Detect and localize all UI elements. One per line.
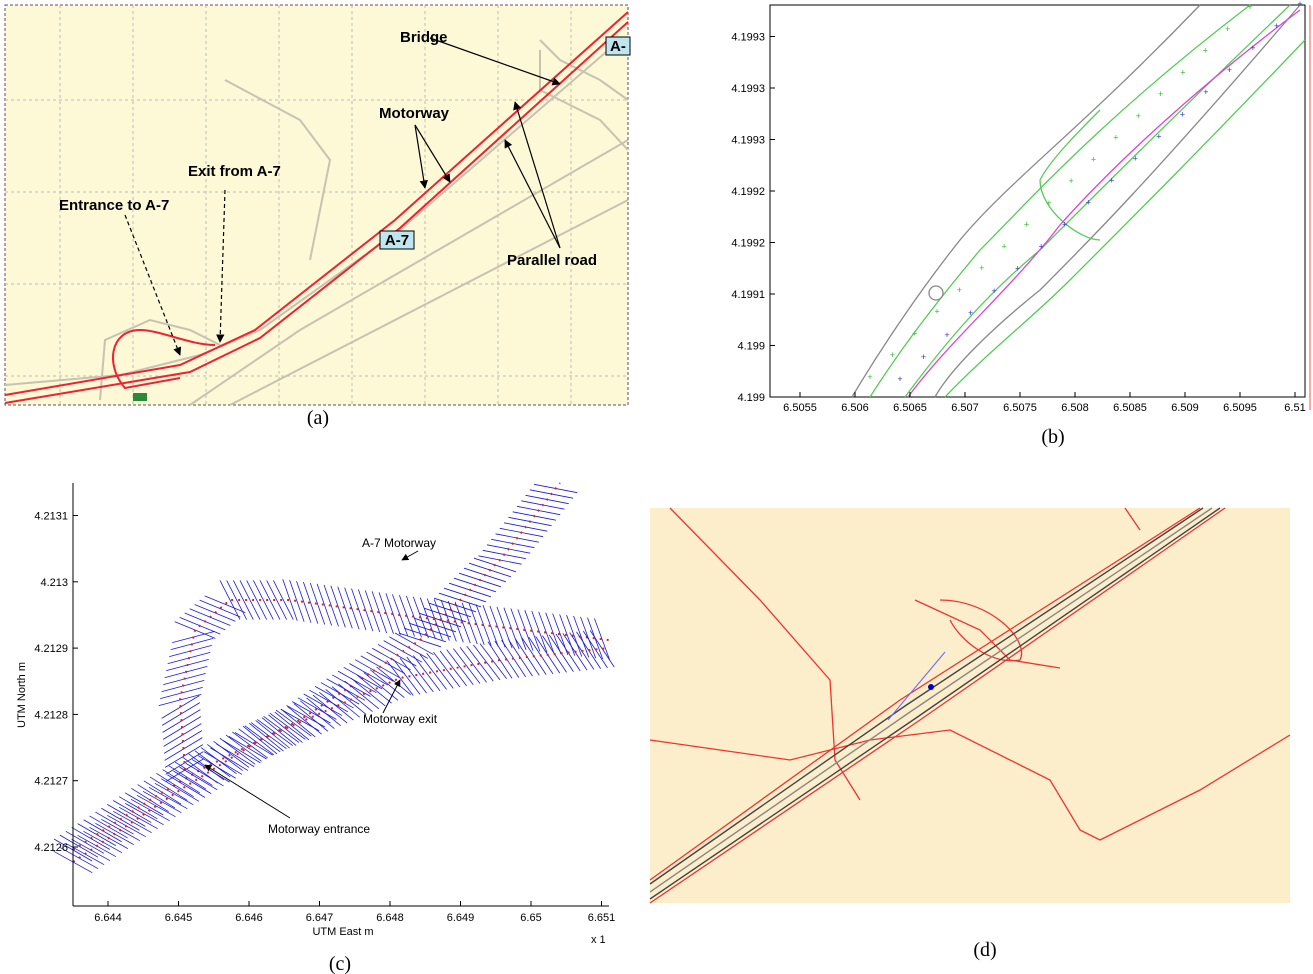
marker: + [1024, 220, 1029, 230]
marker: + [1203, 87, 1208, 97]
caption: (d) [973, 939, 996, 961]
x-tick-label: 6.5085 [1113, 402, 1147, 414]
marker: + [1203, 46, 1208, 56]
annotation: Entrance to A-7 [59, 197, 169, 214]
marker: + [1250, 43, 1255, 53]
marker: + [944, 330, 949, 340]
marker: + [1113, 133, 1118, 143]
marker: + [1274, 21, 1279, 31]
y-tick-label: 4.1992 [731, 238, 765, 250]
x-tick-label: 6.5055 [783, 402, 817, 414]
road-label: A- [610, 38, 626, 55]
plot-area [770, 5, 1305, 397]
x-tick-label: 6.509 [1171, 402, 1199, 414]
marker: + [1156, 131, 1161, 141]
x-tick-label: 6.648 [376, 912, 404, 924]
marker: + [1069, 176, 1074, 186]
marker: + [1109, 175, 1114, 185]
marker: + [1086, 198, 1091, 208]
annotation: Exit from A-7 [188, 163, 281, 180]
panel-b: + + + + + + + + + + + + + + + + + + + + + + + + + + + + + + + + + + + + 6.5… [731, 0, 1310, 448]
y-tick-label: 4.2127 [34, 776, 68, 788]
marker: + [890, 350, 895, 360]
marker: + [968, 308, 973, 318]
marker: + [1046, 198, 1051, 208]
marker: + [934, 307, 939, 317]
caption: (c) [329, 953, 351, 974]
marker: + [1015, 264, 1020, 274]
x-tick-label: 6.644 [94, 912, 122, 924]
x-tick-label: 6.5065 [893, 402, 927, 414]
marker: + [979, 263, 984, 273]
y-tick-label: 4.213 [40, 577, 68, 589]
y-tick-label: 4.1991 [731, 289, 765, 301]
annotation: Parallel road [507, 252, 597, 269]
panel-c: 6.644 6.645 6.646 6.647 6.648 6.649 6.65 6.651 4… [16, 483, 615, 974]
axis-multiplier: x 1 [591, 934, 606, 946]
caption: (b) [1041, 426, 1064, 448]
annotation: Motorway [379, 105, 450, 122]
road-label: A-7 [385, 232, 409, 249]
map-icon [133, 393, 147, 401]
y-axis-label: UTM North m [16, 662, 28, 728]
marker: + [912, 328, 917, 338]
marker: + [1225, 24, 1230, 34]
x-tick-label: 6.506 [841, 402, 869, 414]
y-tick-label: 4.2128 [34, 709, 68, 721]
marker: + [1247, 2, 1252, 12]
y-tick-label: 4.1993 [731, 32, 765, 44]
marker: + [1133, 153, 1138, 163]
y-tick-label: 4.2126 [34, 842, 68, 854]
marker: + [1227, 65, 1232, 75]
marker: + [1158, 89, 1163, 99]
marker: + [1091, 154, 1096, 164]
x-axis-label: UTM East m [312, 926, 373, 938]
x-tick-label: 6.508 [1061, 402, 1089, 414]
marker: + [1297, 0, 1302, 9]
marker: + [1039, 242, 1044, 252]
marker: + [921, 352, 926, 362]
y-tick-label: 4.2129 [34, 643, 68, 655]
marker: + [991, 286, 996, 296]
x-tick-label: 6.507 [951, 402, 979, 414]
y-tick-label: 4.1993 [731, 135, 765, 147]
x-tick-label: 6.51 [1284, 402, 1305, 414]
annotation: Motorway exit [363, 712, 438, 726]
x-tick-label: 6.5095 [1223, 402, 1257, 414]
x-tick-label: 6.5075 [1003, 402, 1037, 414]
marker: + [1180, 109, 1185, 119]
y-tick-label: 4.1992 [731, 186, 765, 198]
y-tick-label: 4.199 [737, 341, 765, 353]
map-background [650, 508, 1290, 903]
x-tick-label: 6.647 [306, 912, 334, 924]
marker: + [1180, 67, 1185, 77]
panel-d: (d) [650, 508, 1290, 961]
marker: + [957, 285, 962, 295]
x-tick-label: 6.645 [165, 912, 193, 924]
panel-a: A-7 A- Bridge Motorway Exit from A-7 Ent… [5, 5, 630, 429]
y-tick-label: 4.2131 [34, 511, 68, 523]
marker: + [897, 374, 902, 384]
x-tick-label: 6.646 [235, 912, 263, 924]
trajectory-point [928, 684, 934, 690]
annotation: Motorway entrance [268, 822, 370, 836]
figure: A-7 A- Bridge Motorway Exit from A-7 Ent… [0, 0, 1313, 974]
y-tick-label: 4.1993 [731, 83, 765, 95]
caption: (a) [307, 407, 329, 429]
y-tick-label: 4.199 [737, 392, 765, 404]
marker: + [867, 372, 872, 382]
x-tick-label: 6.651 [588, 912, 616, 924]
marker: + [1062, 220, 1067, 230]
x-tick-label: 6.65 [520, 912, 541, 924]
x-tick-label: 6.649 [447, 912, 475, 924]
marker: + [1001, 241, 1006, 251]
annotation: A-7 Motorway [362, 536, 436, 550]
marker: + [1136, 111, 1141, 121]
annotation: Bridge [400, 29, 448, 46]
